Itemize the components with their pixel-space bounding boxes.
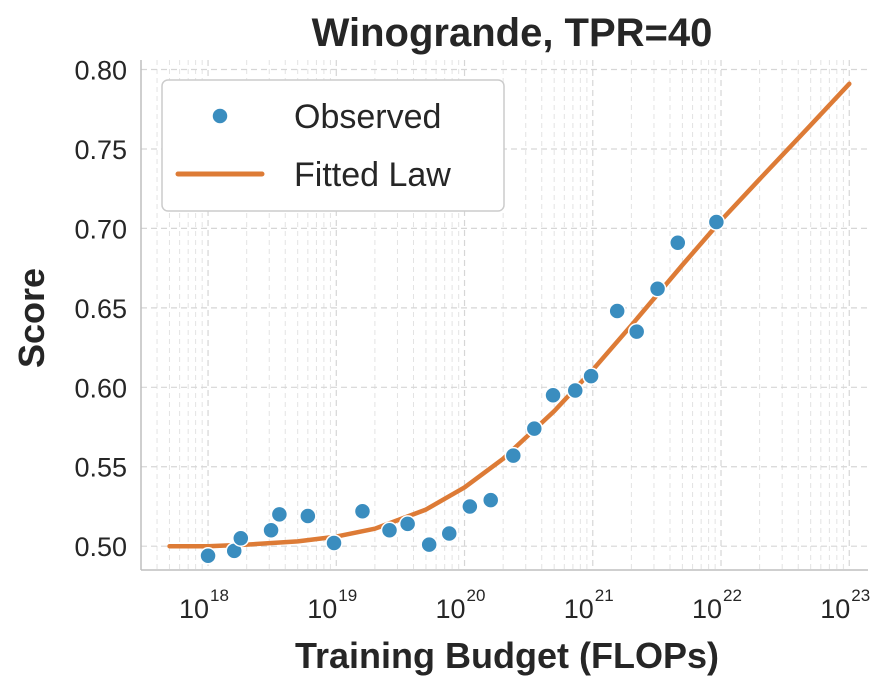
- y-tick-label: 0.75: [74, 135, 127, 165]
- y-tick-label: 0.70: [74, 214, 127, 244]
- x-tick-exponent: 18: [210, 586, 229, 605]
- x-tick-base: 10: [307, 594, 337, 624]
- x-tick-label: 10 23: [820, 586, 870, 624]
- x-tick-exponent: 23: [851, 586, 870, 605]
- x-tick-label: 10 22: [692, 586, 742, 624]
- observed-series: [199, 213, 726, 565]
- x-tick-label: 10 18: [179, 586, 229, 624]
- observed-point: [608, 302, 626, 320]
- observed-point: [627, 322, 646, 341]
- y-tick-label: 0.55: [74, 453, 127, 483]
- x-tick-label: 10 20: [435, 586, 485, 624]
- x-tick-label: 10 19: [307, 586, 357, 624]
- x-tick-exponent: 21: [595, 586, 614, 605]
- x-tick-base: 10: [179, 594, 209, 624]
- y-axis-label: Score: [11, 268, 52, 368]
- x-tick-base: 10: [692, 594, 722, 624]
- axes: [140, 60, 868, 571]
- observed-point: [669, 233, 687, 252]
- observed-point: [707, 213, 726, 231]
- x-tick-labels: 10 18 10 19 10 20 10 21 10 22 10 23: [179, 586, 870, 624]
- observed-point: [232, 529, 250, 547]
- observed-point: [525, 419, 544, 438]
- legend-observed-label: Observed: [294, 98, 441, 136]
- y-tick-label: 0.80: [74, 56, 127, 86]
- chart-title: Winogrande, TPR=40: [312, 11, 713, 55]
- y-tick-label: 0.60: [74, 373, 127, 403]
- x-tick-exponent: 19: [338, 586, 357, 605]
- legend-observed-marker: [211, 107, 229, 125]
- observed-point: [461, 497, 479, 516]
- observed-point: [398, 515, 417, 533]
- x-tick-base: 10: [435, 594, 465, 624]
- observed-point: [582, 367, 600, 385]
- y-tick-label: 0.50: [74, 532, 127, 562]
- observed-point: [648, 280, 667, 298]
- observed-point: [325, 534, 343, 552]
- observed-point: [566, 381, 585, 400]
- legend: Observed Fitted Law: [161, 79, 505, 212]
- observed-point: [504, 446, 523, 465]
- x-axis-label: Training Budget (FLOPs): [295, 635, 719, 676]
- observed-point: [380, 521, 399, 540]
- observed-point: [299, 507, 317, 525]
- fitted-law-line: [167, 81, 852, 549]
- observed-point: [199, 546, 217, 565]
- legend-fitted-law-label: Fitted Law: [294, 156, 451, 194]
- observed-point: [353, 502, 372, 520]
- y-tick-labels: 0.50 0.55 0.60 0.65 0.70 0.75 0.80: [74, 56, 127, 563]
- observed-point: [481, 491, 500, 509]
- observed-point: [420, 535, 438, 554]
- x-tick-exponent: 20: [467, 586, 486, 605]
- observed-point: [544, 386, 562, 404]
- x-tick-base: 10: [820, 594, 850, 624]
- y-tick-label: 0.65: [74, 294, 127, 324]
- observed-point: [262, 521, 280, 540]
- observed-point: [270, 505, 289, 524]
- fitted-law-series: [167, 81, 852, 549]
- x-tick-exponent: 22: [723, 586, 742, 605]
- observed-point: [440, 524, 459, 543]
- x-tick-base: 10: [564, 594, 594, 624]
- x-tick-label: 10 21: [564, 586, 614, 624]
- legend-box: [161, 79, 505, 212]
